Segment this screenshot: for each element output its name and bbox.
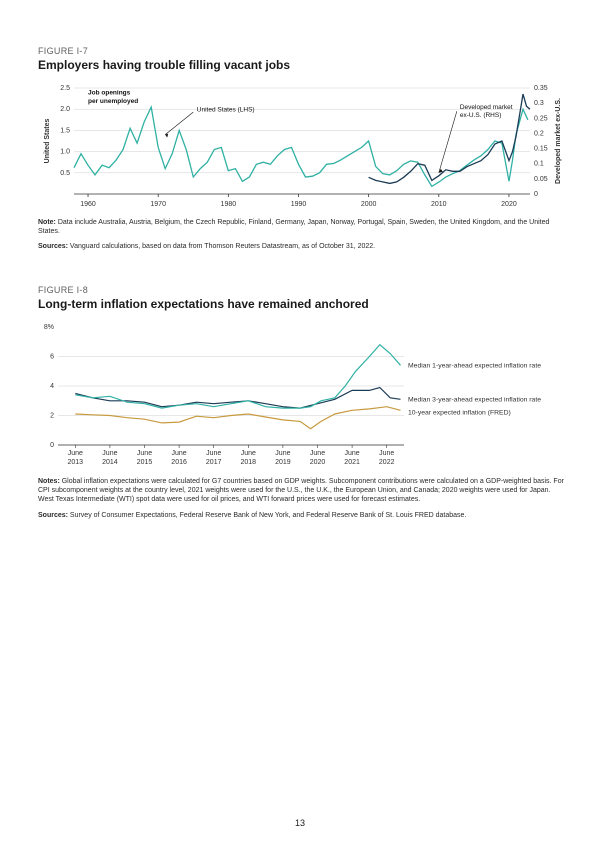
svg-text:2016: 2016 (171, 459, 187, 466)
svg-text:0.5: 0.5 (60, 170, 70, 177)
svg-text:June: June (102, 450, 117, 457)
svg-text:ex-U.S. (RHS): ex-U.S. (RHS) (460, 112, 502, 119)
figure-1-chart: 0.5 1.0 1.5 2.0 2.5 0 0.05 0.1 0.15 0.2 0.25 0.3 0.3… (38, 82, 564, 212)
figure-2-chart: 0 2 4 6 8% June 2013 June 2014 June 2015 June 2016 Ju… (38, 321, 564, 471)
svg-text:June: June (172, 450, 187, 457)
svg-text:0.15: 0.15 (534, 146, 548, 153)
svg-text:per unemployed: per unemployed (88, 98, 138, 105)
svg-text:0.2: 0.2 (534, 130, 544, 137)
svg-text:United States: United States (44, 119, 51, 164)
figure-2-title: Long-term inflation expectations have re… (38, 297, 564, 311)
svg-text:Median 1-year-ahead expected i: Median 1-year-ahead expected inflation r… (408, 363, 541, 370)
svg-text:10-year expected inflation (FR: 10-year expected inflation (FRED) (408, 410, 511, 417)
figure-2-notes: Notes: Global inflation expectations wer… (38, 477, 564, 504)
svg-text:2: 2 (50, 413, 54, 420)
svg-text:June: June (345, 450, 360, 457)
svg-text:2019: 2019 (275, 459, 291, 466)
svg-text:4: 4 (50, 383, 54, 390)
svg-text:2020: 2020 (310, 459, 326, 466)
svg-text:June: June (68, 450, 83, 457)
svg-text:2.0: 2.0 (60, 106, 70, 113)
svg-text:June: June (379, 450, 394, 457)
figure-1-note: Note: Data include Australia, Austria, B… (38, 218, 564, 236)
svg-text:2022: 2022 (379, 459, 395, 466)
svg-text:June: June (137, 450, 152, 457)
figure-2-label: FIGURE I-8 (38, 285, 564, 295)
svg-text:0: 0 (534, 191, 538, 198)
figure-1-title: Employers having trouble filling vacant … (38, 58, 564, 72)
svg-text:1.5: 1.5 (60, 127, 70, 134)
figure-1: FIGURE I-7 Employers having trouble fill… (38, 46, 564, 251)
svg-text:2021: 2021 (344, 459, 360, 466)
svg-text:2015: 2015 (137, 459, 153, 466)
svg-text:1980: 1980 (221, 201, 237, 208)
svg-text:2000: 2000 (361, 201, 377, 208)
svg-text:1990: 1990 (291, 201, 307, 208)
svg-text:8%: 8% (44, 324, 54, 331)
svg-text:2014: 2014 (102, 459, 118, 466)
svg-text:June: June (310, 450, 325, 457)
svg-text:1.0: 1.0 (60, 149, 70, 156)
figure-1-sources: Sources: Vanguard calculations, based on… (38, 242, 564, 251)
svg-text:6: 6 (50, 354, 54, 361)
figure-2: FIGURE I-8 Long-term inflation expectati… (38, 285, 564, 519)
svg-text:0.25: 0.25 (534, 115, 548, 122)
svg-text:0.35: 0.35 (534, 85, 548, 92)
svg-text:2010: 2010 (431, 201, 447, 208)
svg-text:2018: 2018 (241, 459, 257, 466)
svg-text:United States (LHS): United States (LHS) (197, 106, 255, 113)
svg-text:June: June (275, 450, 290, 457)
svg-text:1960: 1960 (80, 201, 96, 208)
page-number: 13 (0, 818, 600, 828)
figure-1-label: FIGURE I-7 (38, 46, 564, 56)
svg-text:June: June (206, 450, 221, 457)
svg-text:Median 3-year-ahead expected i: Median 3-year-ahead expected inflation r… (408, 397, 541, 404)
svg-text:Developed market ex-U.S.: Developed market ex-U.S. (555, 98, 562, 184)
svg-text:2020: 2020 (501, 201, 517, 208)
svg-text:Job openings: Job openings (88, 89, 131, 96)
svg-text:Developed market: Developed market (460, 104, 513, 111)
svg-text:2017: 2017 (206, 459, 222, 466)
svg-text:June: June (241, 450, 256, 457)
svg-text:1970: 1970 (150, 201, 166, 208)
svg-text:2013: 2013 (68, 459, 84, 466)
svg-text:0.1: 0.1 (534, 161, 544, 168)
svg-text:0.05: 0.05 (534, 176, 548, 183)
svg-text:0: 0 (50, 442, 54, 449)
svg-text:0.3: 0.3 (534, 100, 544, 107)
figure-2-sources: Sources: Survey of Consumer Expectations… (38, 511, 564, 520)
svg-text:2.5: 2.5 (60, 85, 70, 92)
